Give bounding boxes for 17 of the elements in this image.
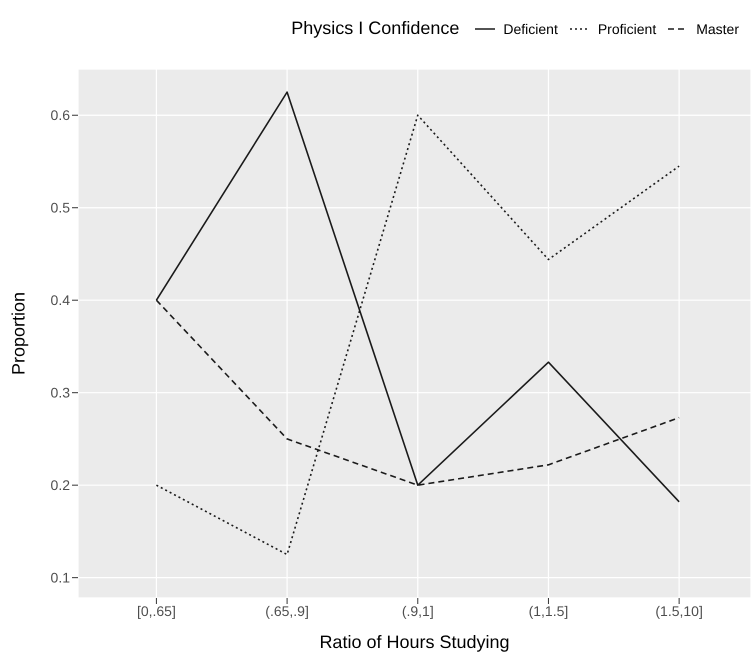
x-tick-label: (1.5,10] — [655, 602, 703, 619]
legend-title: Physics I Confidence — [291, 18, 460, 39]
x-axis-title: Ratio of Hours Studying — [319, 632, 510, 652]
y-tick-label: 0.4 — [50, 292, 70, 308]
legend-label: Master — [695, 20, 739, 36]
x-tick-label: (.9,1] — [402, 602, 434, 619]
y-tick-label: 0.1 — [50, 570, 70, 586]
y-tick-label: 0.5 — [50, 200, 70, 216]
x-tick-label: [0,.65] — [136, 602, 176, 619]
y-tick-label: 0.2 — [50, 477, 70, 494]
legend-label: Deficient — [502, 20, 558, 36]
y-tick-label: 0.3 — [50, 384, 70, 401]
x-tick-label: (.65,.9] — [265, 602, 309, 619]
legend-label: Proficient — [596, 20, 656, 36]
x-tick-label: (1,1.5] — [528, 602, 568, 619]
y-axis-title: Proportion — [8, 292, 28, 376]
y-tick-label: 0.6 — [50, 107, 70, 124]
